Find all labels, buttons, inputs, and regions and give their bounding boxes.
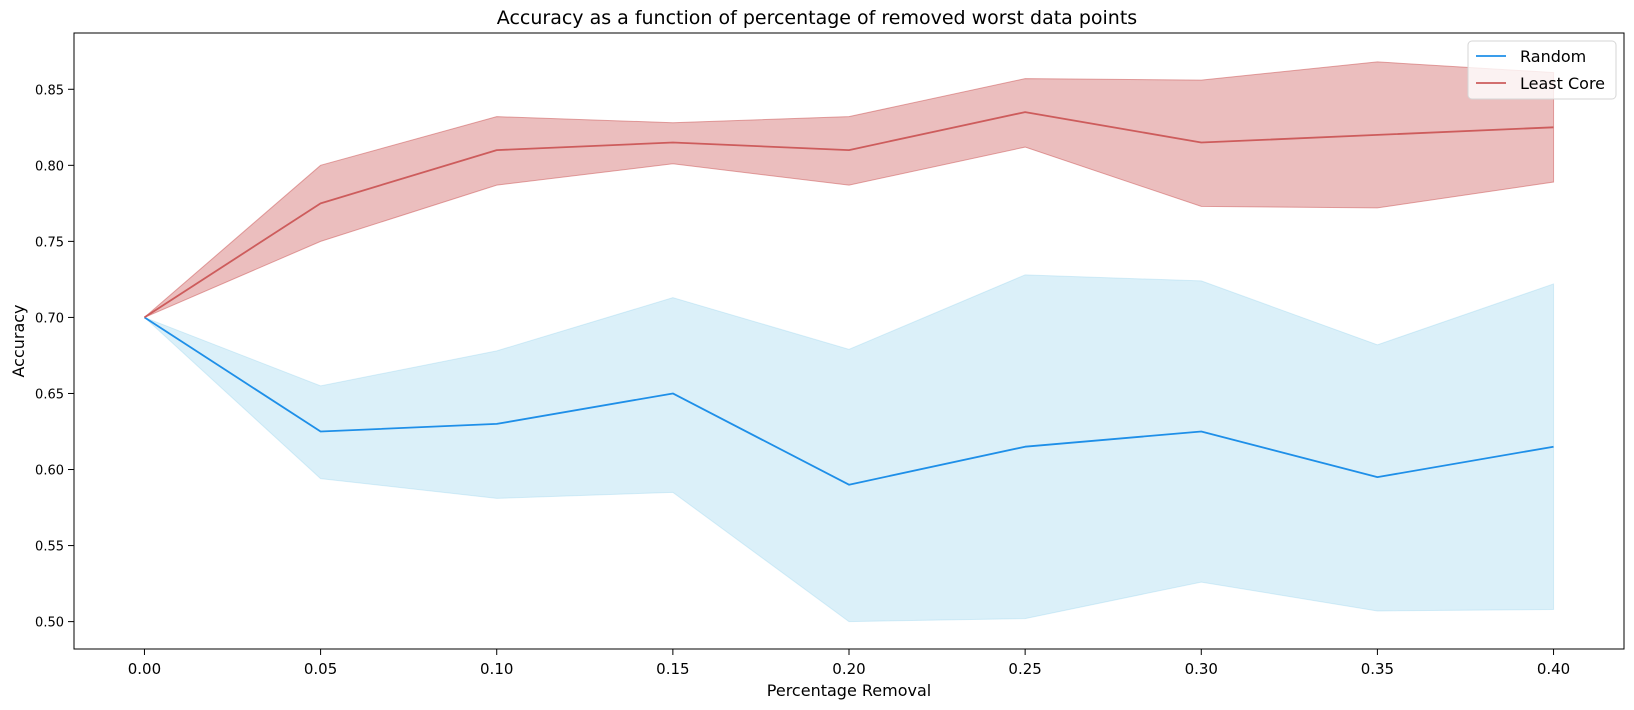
x-tick-label: 0.00	[128, 660, 161, 678]
confidence-bands	[144, 61, 1555, 623]
x-axis: 0.00 0.05 0.10 0.15 0.20 0.25 0.30 0.35 0.40	[128, 649, 1570, 678]
y-tick-label: 0.75	[35, 235, 64, 250]
random-line	[143, 316, 1554, 486]
x-tick-label: 0.15	[656, 660, 689, 678]
y-tick-label: 0.70	[35, 311, 64, 326]
x-tick-label: 0.30	[1185, 660, 1218, 678]
y-tick-label: 0.65	[35, 387, 64, 402]
legend: Random Least Core	[1467, 40, 1617, 100]
random-confidence-band	[144, 274, 1555, 623]
x-tick-label: 0.25	[1008, 660, 1041, 678]
x-axis-label: Percentage Removal	[767, 681, 931, 700]
x-tick-label: 0.10	[480, 660, 513, 678]
x-tick-label: 0.35	[1361, 660, 1394, 678]
y-axis: 0.50 0.55 0.60 0.65 0.70 0.75 0.80 0.85	[35, 83, 74, 631]
chart-title: Accuracy as a function of percentage of …	[497, 7, 1137, 29]
y-tick-label: 0.80	[35, 159, 64, 174]
y-axis-label: Accuracy	[9, 304, 28, 377]
x-tick-label: 0.20	[832, 660, 865, 678]
x-tick-label: 0.40	[1537, 660, 1570, 678]
y-tick-label: 0.50	[35, 616, 64, 631]
legend-label-random: Random	[1520, 47, 1586, 66]
y-tick-label: 0.85	[35, 83, 64, 98]
least-core-line	[143, 111, 1554, 319]
series-lines	[143, 111, 1554, 486]
y-tick-label: 0.55	[35, 540, 64, 555]
legend-label-least-core: Least Core	[1520, 74, 1605, 93]
least-core-confidence-band	[144, 61, 1555, 318]
x-tick-label: 0.05	[304, 660, 337, 678]
y-tick-label: 0.60	[35, 464, 64, 479]
